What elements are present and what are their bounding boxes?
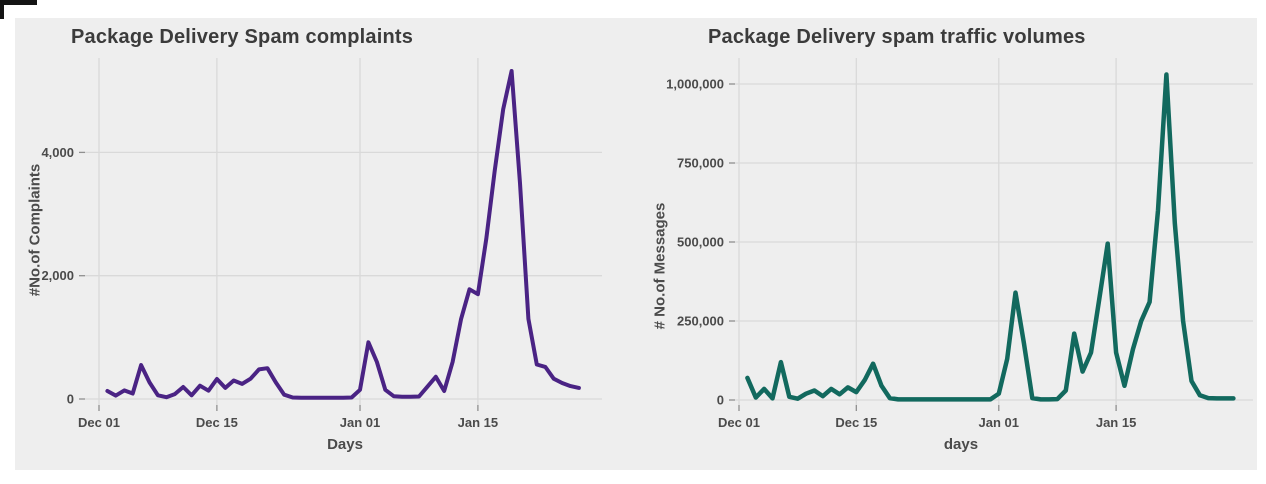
window-corner-mark-horizontal bbox=[0, 0, 37, 5]
y-tick-label: 750,000 bbox=[677, 156, 724, 171]
window-corner-mark-vertical bbox=[0, 0, 4, 19]
y-tick-label: 0 bbox=[717, 393, 724, 408]
y-tick-label: 1,000,000 bbox=[666, 77, 724, 92]
plot-area-traffic: 0 250,000 500,000 750,000 1,000,000 Dec 01 Dec… bbox=[666, 58, 1253, 430]
y-tick-label: 2,000 bbox=[41, 268, 74, 283]
y-tick-label: 4,000 bbox=[41, 145, 74, 160]
x-tick-label: Dec 15 bbox=[835, 415, 877, 430]
figure-canvas: Package Delivery Spam complaints #No.of … bbox=[15, 18, 1257, 470]
chart-traffic-volumes: Package Delivery spam traffic volumes # … bbox=[639, 18, 1257, 470]
x-tick-label: Jan 01 bbox=[340, 415, 380, 430]
x-tick-label: Dec 01 bbox=[78, 415, 120, 430]
x-tick-label: Dec 15 bbox=[196, 415, 238, 430]
x-tick-label: Jan 15 bbox=[1096, 415, 1136, 430]
complaints-data-line bbox=[105, 69, 581, 400]
x-axis-label-traffic: days bbox=[943, 436, 979, 453]
y-tick-label: 500,000 bbox=[677, 235, 724, 250]
x-tick-label: Dec 01 bbox=[718, 415, 760, 430]
y-tick-label: 250,000 bbox=[677, 314, 724, 329]
traffic-data-line bbox=[745, 72, 1236, 402]
plot-area-complaints: 0 2,000 4,000 Dec 01 Dec 15 Jan 01 Jan 15 bbox=[41, 58, 602, 430]
x-tick-label: Jan 15 bbox=[458, 415, 498, 430]
x-axis-label-complaints: Days bbox=[327, 436, 363, 453]
x-tick-label: Jan 01 bbox=[979, 415, 1019, 430]
chart-title-complaints: Package Delivery Spam complaints bbox=[71, 26, 414, 48]
chart-title-traffic: Package Delivery spam traffic volumes bbox=[708, 26, 1086, 48]
chart-complaints: Package Delivery Spam complaints #No.of … bbox=[15, 18, 639, 470]
y-tick-label: 0 bbox=[67, 392, 74, 407]
